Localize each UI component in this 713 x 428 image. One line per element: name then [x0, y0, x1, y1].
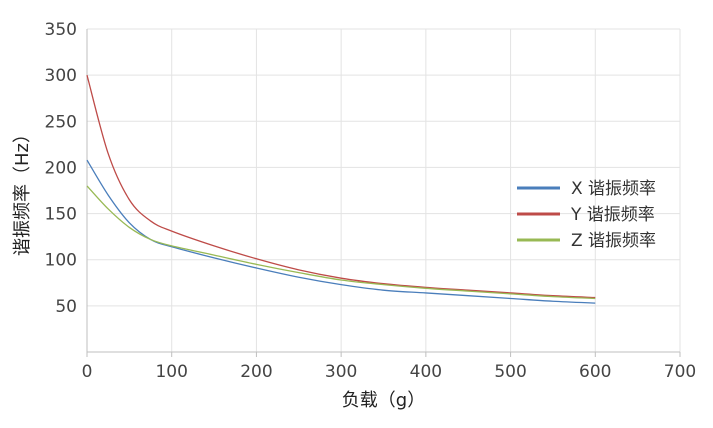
- y-tick-label: 150: [45, 205, 77, 225]
- x-tick-label: 700: [664, 362, 696, 382]
- x-tick-label: 0: [82, 362, 93, 382]
- tick-layer: 0 100 200 300 400 500 600 700 50 100 150 200 250 300 3…: [45, 20, 697, 382]
- legend-label: X 谐振频率: [571, 179, 656, 199]
- x-tick-label: 500: [494, 362, 526, 382]
- series-line-x: [86, 159, 596, 304]
- x-tick-label: 400: [410, 362, 442, 382]
- x-tick-label: 600: [579, 362, 611, 382]
- x-tick-label: 300: [325, 362, 357, 382]
- series-layer: [86, 74, 596, 304]
- series-line-y: [86, 74, 596, 299]
- y-tick-label: 300: [45, 66, 77, 86]
- axis-layer: [86, 29, 681, 357]
- y-tick-label: 200: [45, 158, 77, 178]
- legend: X 谐振频率 Y 谐振频率 Z 谐振频率: [517, 179, 656, 251]
- legend-label: Y 谐振频率: [570, 205, 655, 225]
- y-tick-label: 350: [45, 20, 77, 40]
- y-tick-label: 50: [55, 297, 77, 317]
- x-axis-title: 负载（g）: [342, 390, 425, 411]
- x-tick-label: 200: [240, 362, 272, 382]
- y-tick-label: 100: [45, 251, 77, 271]
- y-axis-title: 谐振频率（Hz）: [12, 125, 33, 256]
- legend-label: Z 谐振频率: [571, 231, 656, 251]
- x-tick-label: 100: [155, 362, 187, 382]
- series-line-z: [86, 185, 596, 300]
- grid-layer: [87, 28, 681, 352]
- y-tick-label: 250: [45, 112, 77, 132]
